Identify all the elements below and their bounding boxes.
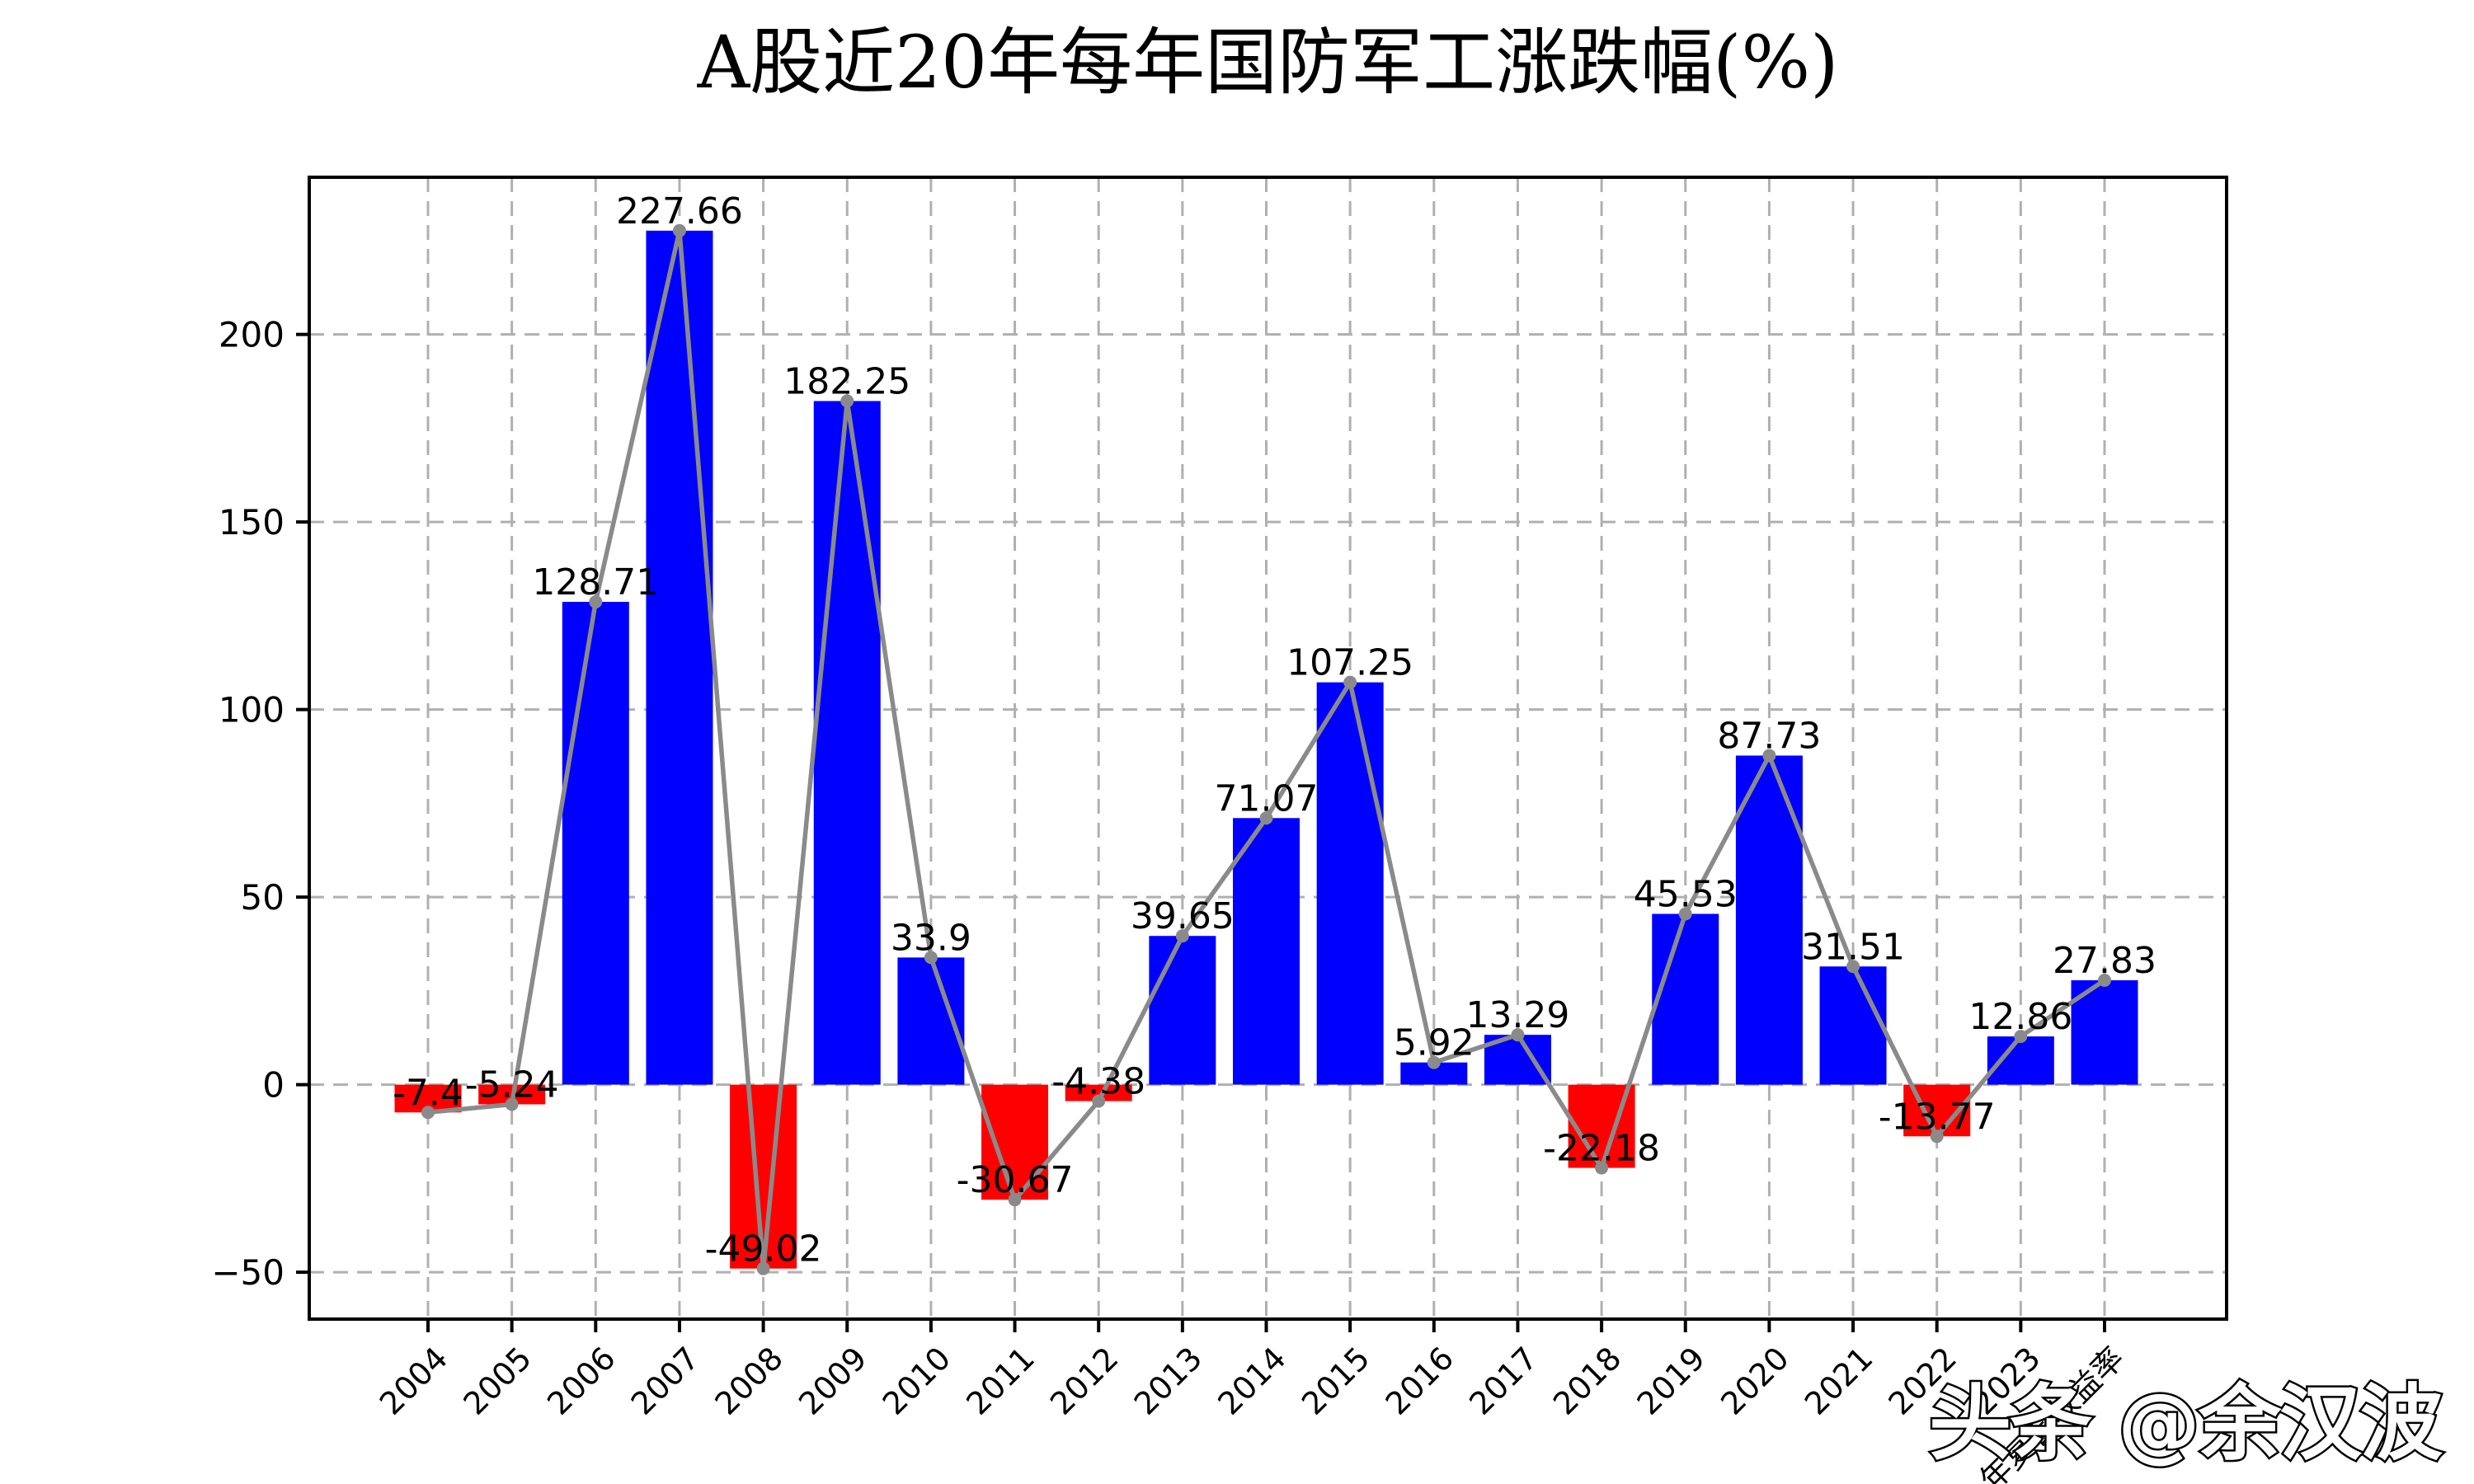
data-point-marker [1511, 1028, 1525, 1042]
y-tick-label: 150 [219, 502, 285, 542]
bar [1316, 682, 1384, 1085]
value-label: 227.66 [616, 190, 743, 232]
bar [646, 230, 713, 1085]
bar [562, 602, 629, 1085]
value-label: 45.53 [1634, 873, 1738, 915]
data-point-marker [2098, 974, 2111, 988]
data-point-marker [1343, 675, 1357, 689]
data-point-marker [672, 223, 686, 237]
value-labels: -7.4 -5.24 128.71 227.66 -49.02 182.25 33.9 -30… [393, 190, 2157, 1270]
bar-series [394, 230, 2138, 1269]
line-markers [421, 223, 2111, 1275]
y-tick-label: 100 [219, 690, 285, 730]
data-point-marker [1427, 1055, 1441, 1069]
data-point-marker [1092, 1094, 1106, 1108]
y-tick-label: 0 [262, 1065, 285, 1106]
data-point-marker [1175, 929, 1189, 943]
bar [730, 1084, 797, 1269]
value-label: 31.51 [1801, 926, 1905, 968]
data-point-marker [1846, 960, 1860, 974]
axis-ticks [296, 332, 2106, 1332]
value-label: 27.83 [2053, 940, 2157, 982]
value-label: -7.4 [393, 1072, 463, 1114]
data-point-marker [1930, 1129, 1944, 1144]
data-point-marker [1259, 811, 1273, 825]
value-label: 13.29 [1465, 994, 1569, 1036]
data-point-marker [1678, 907, 1692, 921]
y-tick-labels: −50 0 50 100 150 200 [211, 315, 285, 1293]
data-point-marker [1595, 1161, 1609, 1175]
bar [1819, 966, 1887, 1085]
data-point-marker [589, 595, 603, 609]
data-point-marker [840, 394, 854, 408]
chart-title: A股近20年每年国防军工涨跌幅(%) [697, 20, 1839, 105]
value-label: 5.92 [1394, 1022, 1475, 1064]
y-tick-label: 50 [241, 877, 285, 918]
y-tick-label: −50 [211, 1252, 285, 1293]
data-point-marker [924, 951, 938, 965]
value-label: 182.25 [783, 360, 910, 402]
value-label: -5.24 [465, 1064, 559, 1106]
value-label: 12.86 [1968, 996, 2072, 1038]
bar [1652, 913, 1719, 1085]
y-tick-label: 200 [219, 315, 285, 355]
bar [1233, 818, 1300, 1085]
data-point-marker [421, 1106, 435, 1120]
value-label: 39.65 [1131, 895, 1235, 937]
data-point-marker [2014, 1030, 2028, 1044]
value-label: 87.73 [1717, 715, 1821, 757]
value-label: -4.38 [1051, 1061, 1145, 1103]
value-label: 128.71 [532, 561, 659, 603]
bar [813, 401, 881, 1085]
value-label: 33.9 [891, 917, 971, 959]
value-label: -22.18 [1543, 1128, 1660, 1170]
value-label: -49.02 [705, 1228, 822, 1270]
value-label: 71.07 [1215, 777, 1319, 819]
data-point-marker [1008, 1193, 1022, 1207]
data-point-marker [756, 1261, 770, 1275]
value-label: 107.25 [1286, 642, 1413, 684]
bar [1987, 1036, 2054, 1085]
bar [1065, 1084, 1132, 1101]
value-label: -13.77 [1879, 1096, 1996, 1138]
watermark-text: 头条 @余汉波 [1927, 1374, 2445, 1474]
data-point-marker [1762, 749, 1776, 763]
value-label: -30.67 [957, 1159, 1074, 1201]
bar [1735, 755, 1803, 1085]
data-point-marker [505, 1097, 519, 1111]
bar [1149, 936, 1216, 1085]
